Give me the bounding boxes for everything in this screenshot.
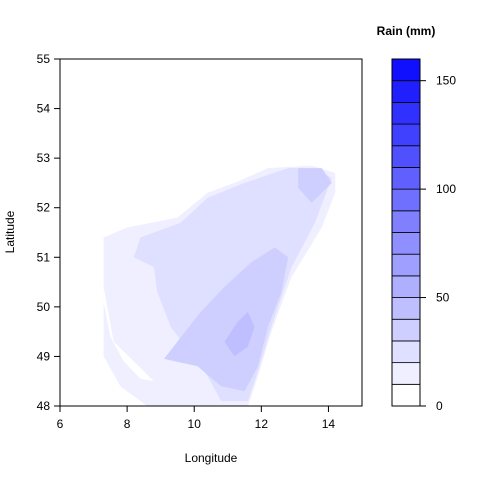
legend-color-step (391, 362, 421, 385)
legend-color-step (391, 123, 421, 147)
legend-color-step (391, 145, 421, 168)
legend-tick-label: 150 (436, 74, 456, 88)
x-axis: 6 8 10 12 14 (57, 406, 336, 431)
x-tick-label: 12 (255, 417, 269, 431)
legend-color-step (391, 210, 421, 233)
y-tick-label: 49 (37, 349, 51, 363)
legend-color-step (391, 297, 421, 320)
y-tick-label: 55 (37, 52, 51, 66)
y-axis-label: Latitude (3, 210, 17, 253)
y-tick-label: 54 (37, 102, 51, 116)
x-tick-label: 8 (124, 417, 131, 431)
plot-area (103, 165, 336, 406)
legend-color-step (391, 383, 421, 407)
legend-color-step (391, 318, 421, 342)
legend-title: Rain (mm) (377, 24, 436, 38)
legend-frame (391, 58, 421, 407)
x-tick-label: 10 (188, 417, 202, 431)
contour-region-4 (224, 311, 255, 357)
y-tick-label: 50 (37, 300, 51, 314)
legend-tick-label: 100 (436, 182, 456, 196)
x-axis-label: Longitude (185, 451, 238, 465)
legend-color-step (391, 58, 421, 82)
legend-color-step (391, 232, 421, 255)
y-tick-label: 51 (37, 250, 51, 264)
y-tick-label: 48 (37, 399, 51, 413)
legend-color-step (391, 80, 421, 103)
legend-tick-label: 50 (436, 291, 450, 305)
legend-color-step (391, 188, 421, 212)
legend-color-step (391, 275, 421, 298)
contour-region-3 (164, 247, 289, 392)
x-tick-label: 14 (322, 417, 336, 431)
legend-color-step (391, 167, 421, 190)
legend-tick-label: 0 (436, 399, 443, 413)
y-axis: 48 49 50 51 52 53 54 55 (37, 52, 60, 413)
color-legend: 0 50 100 150 (391, 58, 456, 413)
x-tick-label: 6 (57, 417, 64, 431)
legend-color-step (391, 340, 421, 364)
contour-region-1 (103, 287, 154, 382)
legend-color-step (391, 253, 421, 277)
legend-color-step (391, 101, 421, 125)
contour-region-5 (298, 168, 332, 203)
y-tick-label: 53 (37, 151, 51, 165)
plot-frame (59, 58, 363, 407)
y-tick-label: 52 (37, 201, 51, 215)
